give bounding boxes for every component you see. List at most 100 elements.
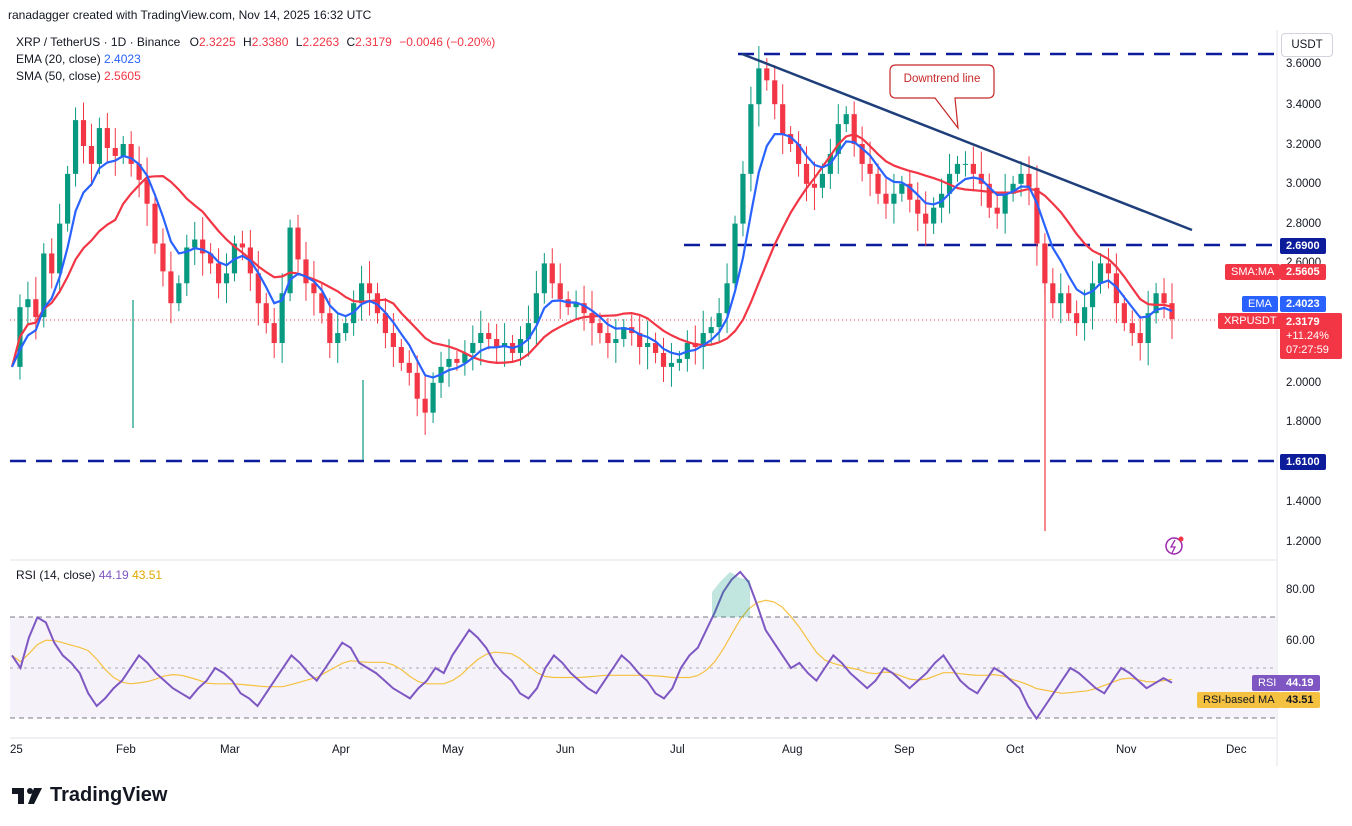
change-value: −0.0046 (−0.20%) (399, 35, 496, 49)
candle-body (843, 114, 849, 125)
candle-body (478, 333, 484, 343)
price-tag: 2.3179 +11.24% 07:27:59 (1280, 313, 1342, 359)
candle-body (1074, 313, 1080, 324)
candle-body (1050, 283, 1056, 304)
time-tick: Feb (116, 744, 136, 756)
candle-body (931, 207, 937, 224)
sma-value-tag: 2.5605 (1280, 264, 1326, 280)
flash-bolt-icon (1169, 539, 1177, 554)
candle-body (72, 120, 79, 174)
candle-body (382, 313, 389, 334)
candle-body (788, 134, 794, 144)
candle-body (279, 293, 285, 343)
candle-body (303, 259, 309, 284)
annotation-callout[interactable] (889, 64, 995, 131)
candle-body (613, 339, 619, 343)
rsi-name-tag: RSI (1252, 675, 1283, 691)
candle-body (430, 382, 436, 413)
ema-legend-value: 2.4023 (104, 52, 141, 66)
rsi-legend[interactable]: RSI (14, close) 44.19 43.51 (16, 568, 162, 582)
price-tick: 3.4000 (1286, 99, 1322, 111)
rsi-overbought-fill (712, 572, 750, 617)
time-tick: Oct (1006, 744, 1024, 756)
candle-body (1010, 183, 1016, 194)
candle-body (1105, 263, 1112, 274)
candle-body (915, 199, 921, 214)
candle-body (660, 352, 667, 367)
candle-body (1018, 173, 1024, 184)
price-tag-value: 2.3179 (1286, 316, 1320, 328)
candle-body (700, 333, 706, 347)
time-tick: 25 (10, 744, 23, 756)
candle-body (907, 183, 913, 200)
price-tag-countdown: 07:27:59 (1286, 344, 1329, 356)
open-value: 2.3225 (198, 35, 236, 49)
candle-body (41, 253, 47, 318)
candle-body (756, 68, 762, 105)
time-tick: Mar (220, 744, 240, 756)
candle-body (819, 173, 826, 188)
candle-body (573, 303, 579, 308)
candle-body (676, 358, 682, 363)
candle-body (637, 333, 643, 347)
sma-50-line[interactable] (10, 133, 1173, 368)
candle-body (358, 283, 365, 304)
candle-body (1137, 333, 1143, 343)
ema-20-line[interactable] (11, 133, 1173, 379)
price-tick: 2.8000 (1286, 218, 1322, 230)
candle-body (962, 163, 969, 165)
candle-body (295, 227, 301, 260)
candle-body (1066, 293, 1072, 314)
candle-body (65, 173, 71, 224)
candle-body (160, 243, 166, 272)
ema-value-tag: 2.4023 (1280, 296, 1326, 312)
price-tick: 3.2000 (1286, 139, 1322, 151)
rsi-ma-name-tag: RSI-based MA (1197, 692, 1281, 708)
rsi-legend-ma: 43.51 (132, 568, 163, 582)
rsi-ma-value-tag: 43.51 (1280, 692, 1320, 708)
candle-body (970, 163, 976, 174)
candle-body (422, 398, 428, 413)
ema-legend[interactable]: EMA (20, close) 2.4023 (16, 52, 141, 66)
candle-body (835, 124, 841, 154)
candle-body (192, 239, 198, 248)
candle-body (57, 223, 63, 274)
candle-body (851, 114, 857, 144)
candle-body (1034, 187, 1040, 244)
candle-body (549, 263, 555, 284)
time-tick: May (442, 744, 464, 756)
candle-body (708, 327, 714, 334)
tradingview-logo[interactable]: TradingView (12, 784, 167, 807)
candle-body (716, 313, 722, 328)
candle-body (104, 128, 110, 148)
candle-body (605, 333, 611, 343)
tradingview-logo-text: TradingView (50, 784, 168, 806)
currency-selector[interactable]: USDT (1281, 33, 1333, 57)
candle-body (271, 323, 277, 343)
candle-body (208, 253, 214, 264)
downtrend-line[interactable] (741, 52, 1193, 232)
candle-body (954, 163, 961, 174)
candle-body (112, 147, 118, 156)
sma-legend[interactable]: SMA (50, close) 2.5605 (16, 69, 141, 83)
candle-body (120, 144, 126, 156)
candle-body (533, 293, 539, 324)
price-tick: 1.2000 (1286, 536, 1322, 548)
candle-body (621, 327, 627, 340)
candle-body (33, 299, 39, 318)
price-tick: 3.0000 (1286, 178, 1322, 190)
ema-name-tag: EMA (1242, 296, 1278, 312)
annotation-text: Downtrend line (903, 73, 981, 85)
symbol-legend: XRP / TetherUS · 1D · Binance O2.3225 H2… (16, 35, 495, 49)
chart-credit: ranadagger created with TradingView.com,… (8, 8, 372, 22)
tradingview-logo-icon (12, 787, 42, 804)
candle-body (223, 273, 230, 284)
candle-body (994, 207, 1000, 214)
candle-body (899, 183, 905, 194)
symbol-name: XRP / TetherUS · 1D · Binance (16, 35, 181, 49)
rsi-line[interactable] (11, 570, 1173, 721)
sma-name-tag: SMA:MA (1225, 264, 1281, 280)
flash-icon[interactable] (1165, 537, 1183, 555)
candle-body (343, 323, 349, 334)
